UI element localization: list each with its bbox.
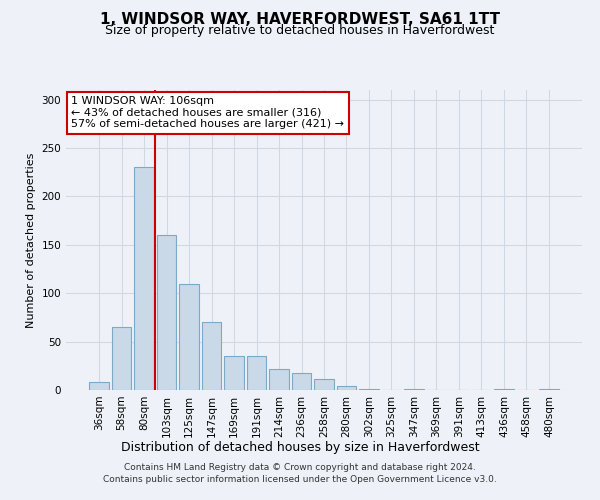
Bar — [359, 389, 379, 390]
Bar — [404, 389, 424, 390]
Text: Size of property relative to detached houses in Haverfordwest: Size of property relative to detached ho… — [106, 24, 494, 37]
Bar — [134, 168, 154, 390]
Text: 1, WINDSOR WAY, HAVERFORDWEST, SA61 1TT: 1, WINDSOR WAY, HAVERFORDWEST, SA61 1TT — [100, 12, 500, 28]
Bar — [269, 368, 289, 390]
Bar — [539, 389, 559, 390]
Text: Contains HM Land Registry data © Crown copyright and database right 2024.: Contains HM Land Registry data © Crown c… — [124, 464, 476, 472]
Bar — [494, 389, 514, 390]
Text: Contains public sector information licensed under the Open Government Licence v3: Contains public sector information licen… — [103, 475, 497, 484]
Bar — [179, 284, 199, 390]
Bar — [112, 327, 131, 390]
Bar — [337, 386, 356, 390]
Bar — [314, 380, 334, 390]
Bar — [292, 372, 311, 390]
Bar — [224, 356, 244, 390]
Text: Distribution of detached houses by size in Haverfordwest: Distribution of detached houses by size … — [121, 441, 479, 454]
Bar — [247, 356, 266, 390]
Bar — [89, 382, 109, 390]
Y-axis label: Number of detached properties: Number of detached properties — [26, 152, 36, 328]
Bar — [157, 235, 176, 390]
Text: 1 WINDSOR WAY: 106sqm
← 43% of detached houses are smaller (316)
57% of semi-det: 1 WINDSOR WAY: 106sqm ← 43% of detached … — [71, 96, 344, 129]
Bar — [202, 322, 221, 390]
